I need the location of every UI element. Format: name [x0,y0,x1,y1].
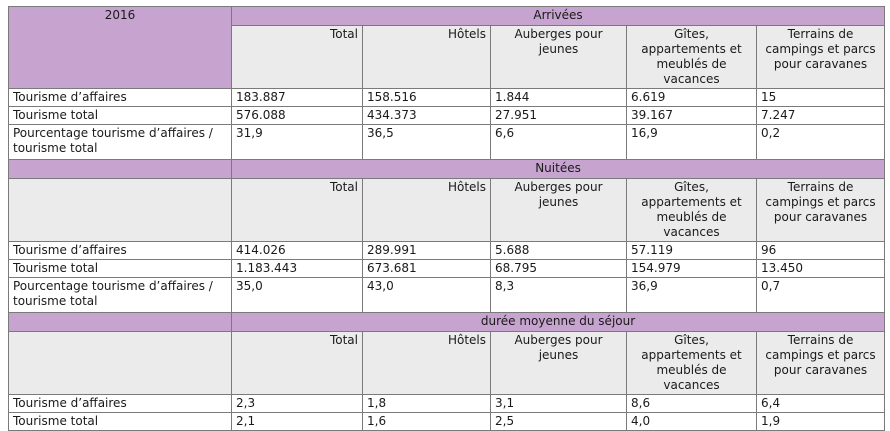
table-cell: 6,4 [755,394,886,413]
table-cell: 1,9 [755,412,886,431]
table-cell: 6,6 [490,124,627,160]
year-cell: 2016 [8,6,232,89]
table-row: Tourisme d’affaires 2,3 1,8 3,1 8,6 6,4 [8,394,886,413]
table-cell: 16,9 [626,124,757,160]
table-cell: 1.183.443 [231,259,363,278]
section-arrivees-header-row: 2016 Arrivées [8,6,886,89]
tourism-statistics-table: 2016 Arrivées Total Hôtels Auberges pour… [8,6,886,431]
table-cell: 68.795 [490,259,627,278]
column-header: Hôtels [362,25,491,89]
table-row: Tourisme total 2,1 1,6 2,5 4,0 1,9 [8,412,886,431]
table-cell: 434.373 [362,106,491,125]
row-label: Tourisme d’affaires [8,394,232,413]
table-cell: 183.887 [231,88,363,107]
column-header: Terrains de campings et parcs pour carav… [755,25,886,89]
table-cell: 13.450 [755,259,886,278]
table-cell: 0,2 [755,124,886,160]
table-cell: 8,6 [626,394,757,413]
table-cell: 57.119 [626,241,757,260]
table-cell: 1.844 [490,88,627,107]
table-row: Tourisme d’affaires 414.026 289.991 5.68… [8,241,886,260]
table-row: Pourcentage tourisme d’affaires / touris… [8,124,886,160]
table-row: Tourisme d’affaires 183.887 158.516 1.84… [8,88,886,107]
section-duree-header-row: durée moyenne du séjour [8,312,886,332]
column-header-row: Total Hôtels Auberges pour jeunes Gîtes,… [8,331,886,395]
table-cell: 2,5 [490,412,627,431]
column-header: Gîtes, appartements et meublés de vacanc… [626,178,757,242]
section-spacer-cell [8,159,232,179]
column-header: Total [231,178,363,242]
table-cell: 673.681 [362,259,491,278]
table-cell: 31,9 [231,124,363,160]
table-cell: 8,3 [490,277,627,313]
table-row: Tourisme total 1.183.443 673.681 68.795 … [8,259,886,278]
section-title: durée moyenne du séjour [230,312,886,332]
table-cell: 2,3 [231,394,363,413]
table-cell: 1,6 [362,412,491,431]
table-cell: 4,0 [626,412,757,431]
table-cell: 15 [755,88,886,107]
section-nuitees-header-row: Nuitées [8,159,886,179]
table-cell: 1,8 [362,394,491,413]
table-cell: 154.979 [626,259,757,278]
row-label: Tourisme total [8,106,232,125]
column-header: Hôtels [362,178,491,242]
blank-header-cell [8,178,232,242]
column-header: Hôtels [362,331,491,395]
column-header: Gîtes, appartements et meublés de vacanc… [626,25,757,89]
column-header: Terrains de campings et parcs pour carav… [755,331,886,395]
table-cell: 158.516 [362,88,491,107]
column-header-row: Total Hôtels Auberges pour jeunes Gîtes,… [8,178,886,242]
table-cell: 5.688 [490,241,627,260]
table-cell: 36,9 [626,277,757,313]
section-spacer-cell [8,312,232,332]
column-header: Auberges pour jeunes [490,25,627,89]
table-cell: 576.088 [231,106,363,125]
table-cell: 43,0 [362,277,491,313]
column-header: Total [231,331,363,395]
column-header: Gîtes, appartements et meublés de vacanc… [626,331,757,395]
table-cell: 35,0 [231,277,363,313]
blank-header-cell [8,331,232,395]
table-cell: 7.247 [755,106,886,125]
table-cell: 414.026 [231,241,363,260]
column-header: Total [231,25,363,89]
table-row: Tourisme total 576.088 434.373 27.951 39… [8,106,886,125]
column-header: Terrains de campings et parcs pour carav… [755,178,886,242]
table-cell: 289.991 [362,241,491,260]
table-cell: 39.167 [626,106,757,125]
column-header: Auberges pour jeunes [490,331,627,395]
table-cell: 96 [755,241,886,260]
table-cell: 0,7 [755,277,886,313]
section-title: Nuitées [230,159,886,179]
table-cell: 27.951 [490,106,627,125]
table-cell: 3,1 [490,394,627,413]
row-label: Pourcentage tourisme d’affaires / touris… [8,124,232,160]
table-cell: 36,5 [362,124,491,160]
row-label: Tourisme d’affaires [8,241,232,260]
table-cell: 2,1 [231,412,363,431]
table-row: Pourcentage tourisme d’affaires / touris… [8,277,886,313]
row-label: Tourisme d’affaires [8,88,232,107]
section-title: Arrivées [230,6,886,26]
table-cell: 6.619 [626,88,757,107]
row-label: Tourisme total [8,412,232,431]
row-label: Tourisme total [8,259,232,278]
column-header: Auberges pour jeunes [490,178,627,242]
row-label: Pourcentage tourisme d’affaires / touris… [8,277,232,313]
column-header-row: Total Hôtels Auberges pour jeunes Gîtes,… [9,25,886,89]
